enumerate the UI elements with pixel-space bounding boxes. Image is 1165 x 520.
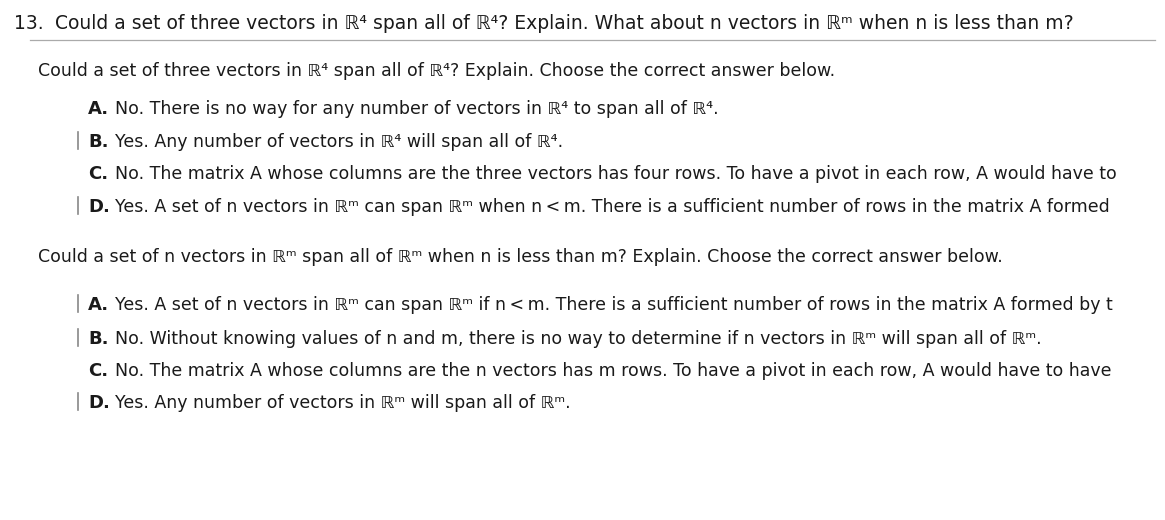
Text: D.: D. (89, 394, 110, 412)
Text: Could a set of three vectors in ℝ⁴ span all of ℝ⁴? Explain. What about n vectors: Could a set of three vectors in ℝ⁴ span … (55, 14, 1074, 33)
Text: C.: C. (89, 362, 108, 380)
Text: No. Without knowing values of n and m, there is no way to determine if n vectors: No. Without knowing values of n and m, t… (115, 330, 1042, 348)
Text: Could a set of three vectors in ℝ⁴ span all of ℝ⁴? Explain. Choose the correct a: Could a set of three vectors in ℝ⁴ span … (38, 62, 835, 80)
Text: No. There is no way for any number of vectors in ℝ⁴ to span all of ℝ⁴.: No. There is no way for any number of ve… (115, 100, 719, 118)
Text: No. The matrix A whose columns are the three vectors has four rows. To have a pi: No. The matrix A whose columns are the t… (115, 165, 1117, 183)
Text: B.: B. (89, 330, 108, 348)
Text: Yes. A set of n vectors in ℝᵐ can span ℝᵐ if n < m. There is a sufficient number: Yes. A set of n vectors in ℝᵐ can span ℝ… (115, 296, 1113, 314)
Text: No. The matrix A whose columns are the n vectors has m rows. To have a pivot in : No. The matrix A whose columns are the n… (115, 362, 1132, 380)
Text: D.: D. (89, 198, 110, 216)
Text: Yes. Any number of vectors in ℝ⁴ will span all of ℝ⁴.: Yes. Any number of vectors in ℝ⁴ will sp… (115, 133, 563, 151)
Text: A.: A. (89, 296, 110, 314)
Text: Yes. Any number of vectors in ℝᵐ will span all of ℝᵐ.: Yes. Any number of vectors in ℝᵐ will sp… (115, 394, 571, 412)
Text: 13.: 13. (14, 14, 43, 33)
Text: A.: A. (89, 100, 110, 118)
Text: B.: B. (89, 133, 108, 151)
Text: Yes. A set of n vectors in ℝᵐ can span ℝᵐ when n < m. There is a sufficient numb: Yes. A set of n vectors in ℝᵐ can span ℝ… (115, 198, 1110, 216)
Text: Could a set of n vectors in ℝᵐ span all of ℝᵐ when n is less than m? Explain. Ch: Could a set of n vectors in ℝᵐ span all … (38, 248, 1003, 266)
Text: C.: C. (89, 165, 108, 183)
